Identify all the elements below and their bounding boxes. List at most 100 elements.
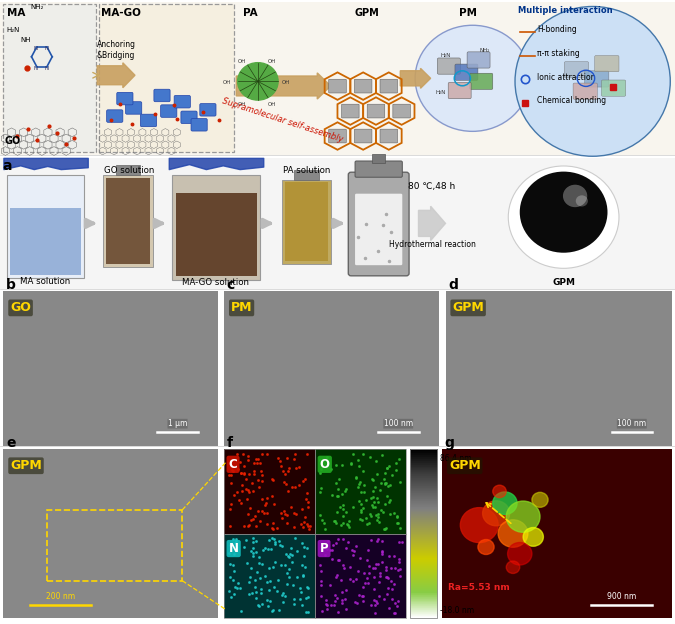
Point bbox=[392, 511, 402, 521]
FancyBboxPatch shape bbox=[342, 104, 359, 118]
Point bbox=[338, 500, 349, 510]
Point bbox=[354, 495, 364, 505]
Bar bbox=[372, 154, 385, 163]
FancyBboxPatch shape bbox=[191, 119, 207, 131]
Point bbox=[341, 544, 352, 553]
Point bbox=[295, 519, 306, 529]
Point bbox=[277, 541, 288, 551]
Bar bbox=[10, 208, 81, 275]
Point bbox=[273, 453, 284, 463]
Point bbox=[277, 514, 288, 524]
Bar bbox=[106, 178, 150, 264]
Point bbox=[358, 466, 369, 476]
Point bbox=[368, 502, 379, 512]
Text: 86.4 nm: 86.4 nm bbox=[440, 454, 472, 463]
Text: MA-GO solution: MA-GO solution bbox=[182, 278, 250, 287]
Point bbox=[315, 483, 326, 493]
Point bbox=[377, 546, 387, 556]
Point bbox=[275, 461, 286, 470]
Point bbox=[234, 583, 245, 593]
FancyBboxPatch shape bbox=[573, 83, 597, 99]
Point bbox=[342, 519, 352, 529]
Point bbox=[291, 463, 302, 473]
Text: 100 nm: 100 nm bbox=[383, 419, 413, 428]
Point bbox=[371, 469, 382, 479]
Point bbox=[275, 540, 286, 550]
Point bbox=[265, 596, 275, 606]
Point bbox=[300, 593, 311, 603]
Circle shape bbox=[508, 542, 532, 565]
Point bbox=[336, 460, 347, 470]
Point bbox=[298, 522, 308, 532]
Point bbox=[381, 572, 392, 582]
Point bbox=[288, 509, 299, 519]
Point bbox=[354, 553, 365, 563]
Point bbox=[286, 502, 296, 512]
Polygon shape bbox=[400, 69, 431, 88]
Point bbox=[230, 582, 241, 592]
Point bbox=[247, 588, 258, 598]
Point bbox=[299, 551, 310, 561]
Point bbox=[302, 502, 313, 512]
Point bbox=[252, 600, 263, 610]
Text: a: a bbox=[3, 159, 12, 173]
Point bbox=[280, 509, 291, 519]
FancyBboxPatch shape bbox=[601, 80, 626, 96]
Point bbox=[363, 568, 374, 578]
Point bbox=[257, 558, 268, 568]
Point bbox=[341, 605, 352, 615]
Point bbox=[331, 593, 342, 603]
Point bbox=[275, 560, 286, 570]
Point bbox=[270, 539, 281, 549]
Point bbox=[379, 479, 390, 489]
Point bbox=[338, 560, 348, 570]
Point bbox=[299, 474, 310, 484]
Point bbox=[315, 580, 326, 590]
Point bbox=[376, 547, 387, 557]
Text: GPM: GPM bbox=[452, 301, 484, 314]
Point bbox=[303, 524, 314, 534]
Point bbox=[277, 588, 288, 598]
Point bbox=[228, 542, 239, 552]
Point bbox=[256, 449, 267, 459]
Point bbox=[365, 535, 376, 545]
Point bbox=[394, 477, 405, 487]
Point bbox=[248, 537, 259, 547]
Point bbox=[242, 509, 253, 519]
Point bbox=[346, 545, 357, 555]
Point bbox=[284, 462, 294, 472]
Point bbox=[256, 598, 267, 608]
Point bbox=[375, 568, 385, 578]
Bar bbox=[315, 449, 406, 534]
Point bbox=[300, 512, 310, 522]
Point bbox=[252, 459, 263, 469]
Point bbox=[242, 494, 252, 504]
Point bbox=[325, 545, 335, 555]
Bar bbox=[446, 291, 672, 446]
Point bbox=[383, 583, 394, 593]
Point bbox=[367, 475, 378, 485]
Point bbox=[327, 490, 338, 500]
FancyBboxPatch shape bbox=[200, 104, 216, 116]
Point bbox=[256, 470, 267, 480]
Point bbox=[228, 549, 239, 559]
Circle shape bbox=[508, 166, 619, 268]
Circle shape bbox=[506, 561, 520, 573]
Point bbox=[291, 509, 302, 519]
Point bbox=[268, 524, 279, 534]
Point bbox=[385, 495, 396, 505]
Point bbox=[315, 487, 325, 497]
Point bbox=[392, 518, 403, 528]
Point bbox=[238, 468, 249, 478]
Point bbox=[394, 454, 404, 464]
Point bbox=[244, 589, 254, 599]
Point bbox=[319, 524, 330, 534]
FancyBboxPatch shape bbox=[380, 79, 398, 93]
Point bbox=[281, 568, 292, 578]
Point bbox=[371, 510, 381, 520]
Point bbox=[268, 605, 279, 615]
Point bbox=[286, 550, 297, 560]
Bar bbox=[224, 534, 315, 618]
Point bbox=[385, 509, 396, 519]
Point bbox=[249, 458, 260, 468]
